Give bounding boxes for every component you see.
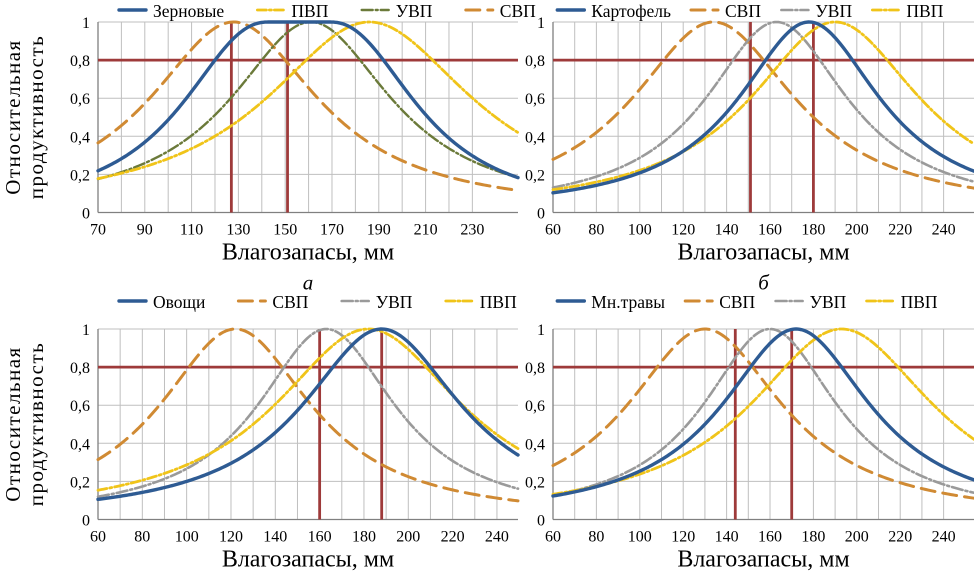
svg-text:100: 100 bbox=[628, 529, 652, 546]
svg-text:0,4: 0,4 bbox=[525, 436, 545, 453]
svg-text:СВП: СВП bbox=[272, 292, 308, 312]
svg-text:СВП: СВП bbox=[725, 1, 761, 21]
svg-text:Влагозапасы, мм: Влагозапасы, мм bbox=[677, 240, 849, 266]
svg-text:СВП: СВП bbox=[719, 292, 755, 312]
svg-text:УВП: УВП bbox=[815, 1, 852, 21]
svg-text:100: 100 bbox=[628, 222, 652, 239]
svg-text:140: 140 bbox=[263, 529, 287, 546]
svg-text:0,2: 0,2 bbox=[70, 167, 90, 184]
svg-text:0,4: 0,4 bbox=[70, 129, 90, 146]
svg-text:180: 180 bbox=[801, 222, 825, 239]
svg-text:0,4: 0,4 bbox=[70, 436, 90, 453]
svg-text:80: 80 bbox=[588, 222, 604, 239]
svg-text:220: 220 bbox=[888, 222, 912, 239]
svg-text:0: 0 bbox=[82, 513, 90, 530]
svg-text:120: 120 bbox=[671, 529, 695, 546]
svg-text:170: 170 bbox=[320, 222, 344, 239]
svg-text:0,2: 0,2 bbox=[525, 474, 545, 491]
svg-text:120: 120 bbox=[671, 222, 695, 239]
svg-text:180: 180 bbox=[801, 529, 825, 546]
svg-text:г: г bbox=[759, 578, 767, 582]
svg-text:УВП: УВП bbox=[376, 292, 413, 312]
svg-text:Овощи: Овощи bbox=[153, 292, 205, 312]
svg-text:180: 180 bbox=[352, 529, 376, 546]
svg-text:1: 1 bbox=[537, 322, 545, 339]
svg-text:150: 150 bbox=[273, 222, 297, 239]
svg-text:в: в bbox=[303, 578, 312, 582]
svg-text:Мн.травы: Мн.травы bbox=[591, 292, 665, 312]
svg-text:0,6: 0,6 bbox=[525, 398, 545, 415]
svg-text:70: 70 bbox=[90, 222, 106, 239]
svg-text:60: 60 bbox=[90, 529, 106, 546]
svg-text:90: 90 bbox=[137, 222, 153, 239]
svg-text:0: 0 bbox=[537, 206, 545, 223]
svg-text:Картофель: Картофель bbox=[591, 1, 671, 21]
svg-text:200: 200 bbox=[845, 529, 869, 546]
svg-text:0,2: 0,2 bbox=[525, 167, 545, 184]
svg-text:230: 230 bbox=[460, 222, 484, 239]
svg-text:190: 190 bbox=[367, 222, 391, 239]
svg-text:1: 1 bbox=[537, 15, 545, 32]
svg-text:110: 110 bbox=[180, 222, 203, 239]
svg-text:1: 1 bbox=[82, 15, 90, 32]
svg-text:0,6: 0,6 bbox=[525, 91, 545, 108]
svg-text:160: 160 bbox=[758, 529, 782, 546]
svg-text:80: 80 bbox=[134, 529, 150, 546]
svg-text:0: 0 bbox=[82, 206, 90, 223]
svg-text:100: 100 bbox=[175, 529, 199, 546]
svg-text:0,6: 0,6 bbox=[70, 91, 90, 108]
svg-text:Влагозапасы, мм: Влагозапасы, мм bbox=[677, 547, 849, 573]
svg-text:0,8: 0,8 bbox=[70, 360, 90, 377]
svg-text:ПВП: ПВП bbox=[906, 1, 943, 21]
svg-text:160: 160 bbox=[758, 222, 782, 239]
svg-text:120: 120 bbox=[219, 529, 243, 546]
svg-text:Зерновые: Зерновые bbox=[153, 1, 224, 21]
svg-text:0,8: 0,8 bbox=[70, 53, 90, 70]
svg-text:Влагозапасы, мм: Влагозапасы, мм bbox=[222, 240, 394, 266]
svg-text:140: 140 bbox=[715, 529, 739, 546]
svg-text:ПВП: ПВП bbox=[291, 1, 328, 21]
svg-text:130: 130 bbox=[226, 222, 250, 239]
svg-text:240: 240 bbox=[932, 529, 956, 546]
svg-text:Влагозапасы, мм: Влагозапасы, мм bbox=[222, 547, 394, 573]
svg-text:60: 60 bbox=[545, 529, 561, 546]
svg-text:0,8: 0,8 bbox=[525, 53, 545, 70]
svg-text:220: 220 bbox=[441, 529, 465, 546]
svg-text:0,6: 0,6 bbox=[70, 398, 90, 415]
svg-text:0,2: 0,2 bbox=[70, 474, 90, 491]
svg-text:0: 0 bbox=[537, 513, 545, 530]
svg-text:200: 200 bbox=[396, 529, 420, 546]
svg-text:220: 220 bbox=[888, 529, 912, 546]
svg-text:1: 1 bbox=[82, 322, 90, 339]
svg-text:210: 210 bbox=[414, 222, 438, 239]
svg-text:200: 200 bbox=[845, 222, 869, 239]
svg-text:ПВП: ПВП bbox=[901, 292, 938, 312]
svg-text:60: 60 bbox=[545, 222, 561, 239]
svg-text:УВП: УВП bbox=[396, 1, 433, 21]
svg-text:80: 80 bbox=[588, 529, 604, 546]
svg-text:160: 160 bbox=[308, 529, 332, 546]
svg-text:140: 140 bbox=[715, 222, 739, 239]
svg-text:0,4: 0,4 bbox=[525, 129, 545, 146]
svg-text:УВП: УВП bbox=[810, 292, 847, 312]
svg-text:0,8: 0,8 bbox=[525, 360, 545, 377]
svg-text:240: 240 bbox=[932, 222, 956, 239]
